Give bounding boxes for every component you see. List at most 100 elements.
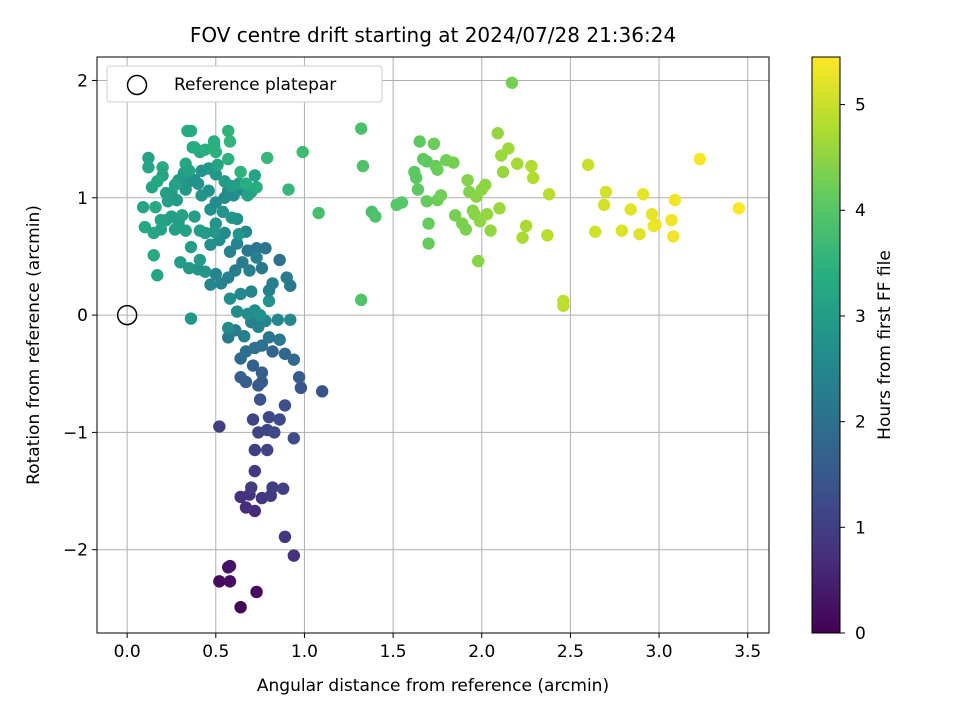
data-point bbox=[315, 385, 329, 398]
x-tick-label: 1.0 bbox=[291, 642, 318, 662]
data-point bbox=[232, 227, 246, 241]
y-tick-label: 0 bbox=[77, 306, 88, 326]
data-point bbox=[262, 294, 276, 308]
data-point bbox=[181, 124, 194, 138]
colorbar: 0 1 2 3 4 5 Hours from first FF file bbox=[811, 56, 895, 644]
data-point bbox=[502, 142, 515, 155]
data-point bbox=[667, 230, 680, 243]
legend: Reference platepar bbox=[106, 65, 383, 103]
data-point bbox=[292, 371, 306, 384]
data-points bbox=[136, 76, 746, 614]
data-point bbox=[223, 559, 237, 573]
data-point bbox=[168, 223, 182, 236]
data-point bbox=[431, 163, 444, 176]
data-point bbox=[541, 229, 554, 242]
data-point bbox=[589, 225, 602, 238]
data-point bbox=[266, 345, 279, 358]
data-point bbox=[422, 237, 435, 250]
data-point bbox=[268, 426, 281, 439]
data-point bbox=[526, 171, 540, 185]
data-point bbox=[222, 124, 235, 138]
data-point bbox=[261, 443, 274, 457]
data-point bbox=[188, 173, 201, 187]
data-point bbox=[193, 253, 207, 267]
data-point bbox=[542, 188, 556, 201]
x-tick-label: 3.0 bbox=[646, 642, 673, 662]
x-axis-label: Angular distance from reference (arcmin) bbox=[257, 676, 609, 696]
data-point bbox=[557, 294, 570, 308]
data-point bbox=[624, 203, 637, 216]
data-point bbox=[284, 313, 297, 326]
data-point bbox=[287, 549, 301, 562]
data-point bbox=[420, 195, 433, 208]
x-tick-label: 2.0 bbox=[468, 642, 495, 662]
data-point bbox=[491, 127, 504, 140]
data-point bbox=[409, 171, 423, 185]
data-point bbox=[248, 464, 262, 478]
x-tick-label: 3.5 bbox=[734, 642, 761, 662]
data-point bbox=[354, 293, 368, 307]
data-point bbox=[250, 585, 263, 599]
data-point bbox=[223, 575, 237, 588]
data-point bbox=[246, 413, 260, 426]
data-point bbox=[179, 224, 192, 237]
data-point bbox=[234, 371, 247, 384]
data-point bbox=[145, 181, 159, 194]
x-tick-label: 0.5 bbox=[202, 642, 229, 662]
data-point bbox=[241, 189, 254, 202]
y-tick-label: −1 bbox=[63, 423, 88, 443]
reference-platepar-marker bbox=[116, 304, 138, 326]
colorbar-tick-label: 5 bbox=[855, 96, 866, 116]
colorbar-gradient bbox=[811, 56, 841, 634]
colorbar-tick-label: 0 bbox=[855, 624, 866, 644]
data-point bbox=[136, 200, 150, 214]
data-point bbox=[255, 339, 269, 352]
data-point bbox=[175, 209, 189, 222]
data-point bbox=[230, 212, 244, 226]
data-point bbox=[216, 205, 230, 219]
x-tick-label: 2.5 bbox=[557, 642, 584, 662]
colorbar-ticks: 0 1 2 3 4 5 bbox=[840, 96, 866, 644]
data-point bbox=[282, 183, 295, 196]
data-point bbox=[179, 183, 192, 196]
x-axis-ticks: 0.0 0.5 1.0 1.5 2.0 2.5 3.0 3.5 bbox=[114, 633, 761, 662]
data-point bbox=[239, 177, 253, 190]
data-point bbox=[223, 135, 237, 148]
data-point bbox=[516, 231, 529, 244]
data-point bbox=[213, 420, 226, 433]
data-point bbox=[204, 278, 217, 291]
data-point bbox=[253, 308, 267, 322]
data-point bbox=[615, 224, 629, 237]
data-point bbox=[411, 183, 425, 196]
data-point bbox=[255, 366, 269, 379]
y-tick-label: 1 bbox=[77, 189, 88, 209]
y-axis-ticks: −2 −1 0 1 2 bbox=[63, 71, 97, 561]
data-point bbox=[645, 207, 659, 221]
data-point bbox=[276, 482, 290, 495]
data-point bbox=[511, 157, 524, 170]
data-point bbox=[213, 575, 226, 588]
data-point bbox=[236, 256, 249, 269]
legend-box bbox=[106, 65, 383, 103]
data-point bbox=[266, 481, 279, 494]
data-point bbox=[250, 242, 263, 255]
data-point bbox=[459, 223, 473, 236]
colorbar-label: Hours from first FF file bbox=[875, 250, 895, 440]
data-point bbox=[147, 249, 160, 262]
data-point bbox=[239, 501, 253, 514]
data-point bbox=[209, 145, 222, 159]
data-point bbox=[168, 178, 182, 192]
data-point bbox=[209, 217, 222, 230]
data-point bbox=[223, 292, 237, 305]
data-point bbox=[259, 242, 272, 255]
data-point bbox=[234, 600, 247, 614]
legend-entry-reference-platepar: Reference platepar bbox=[174, 75, 336, 95]
data-point bbox=[472, 254, 485, 268]
data-point bbox=[250, 181, 263, 194]
y-tick-label: −2 bbox=[63, 541, 88, 561]
colorbar-tick-label: 2 bbox=[855, 413, 866, 433]
data-point bbox=[138, 220, 152, 234]
data-point bbox=[184, 240, 198, 254]
data-point bbox=[493, 202, 506, 215]
